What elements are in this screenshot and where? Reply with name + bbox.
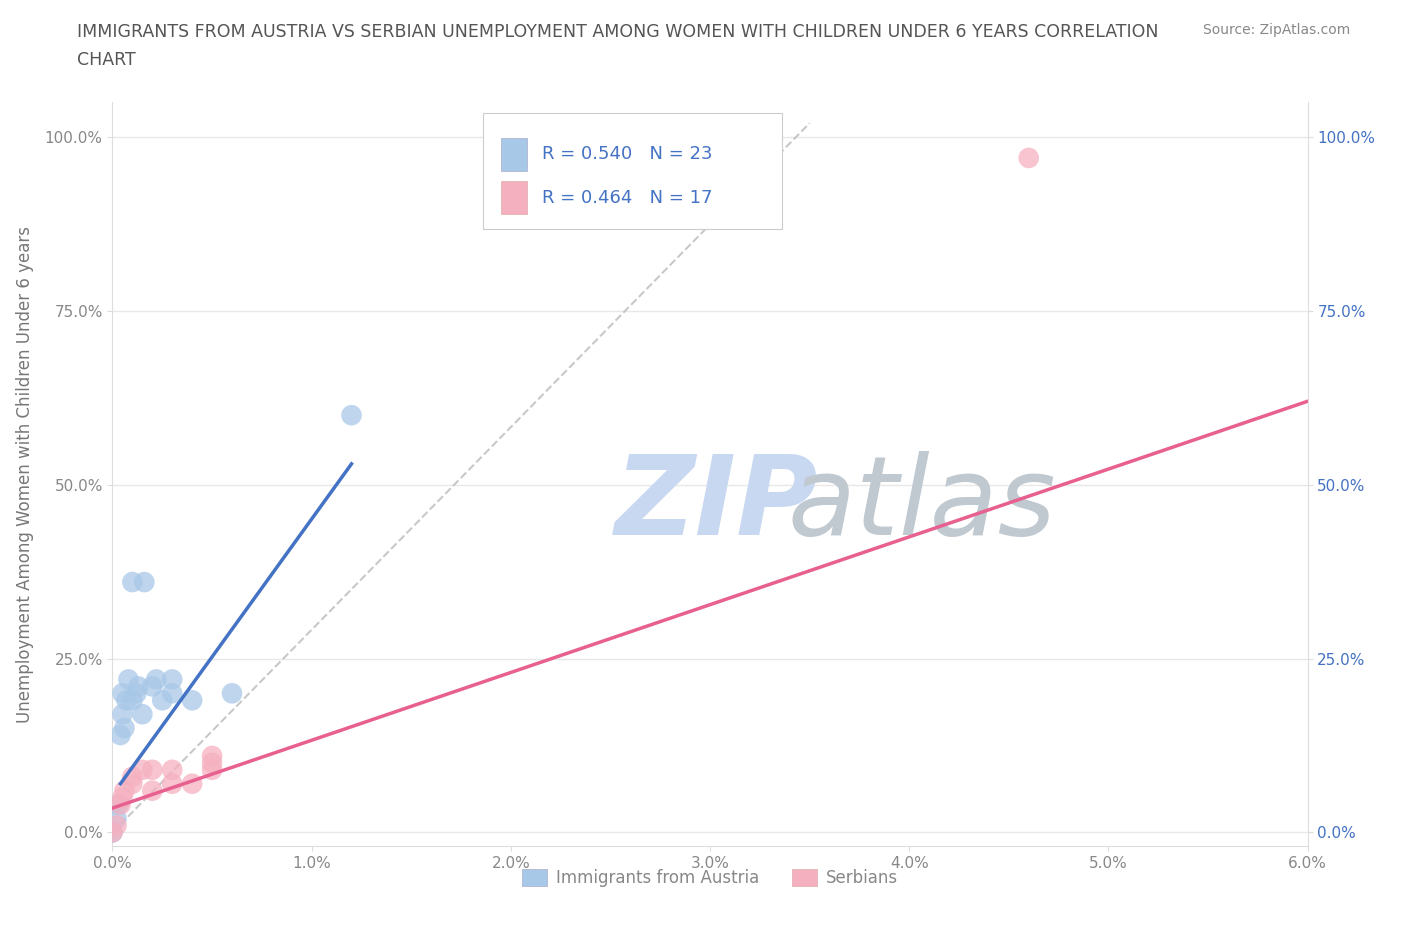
Text: R = 0.540   N = 23: R = 0.540 N = 23	[541, 145, 711, 164]
Text: IMMIGRANTS FROM AUSTRIA VS SERBIAN UNEMPLOYMENT AMONG WOMEN WITH CHILDREN UNDER : IMMIGRANTS FROM AUSTRIA VS SERBIAN UNEMP…	[77, 23, 1159, 41]
Point	[110, 797, 132, 812]
Point	[101, 825, 124, 840]
Point	[181, 777, 204, 791]
FancyBboxPatch shape	[484, 113, 782, 229]
Point	[121, 777, 143, 791]
Point	[162, 672, 183, 687]
Point	[201, 763, 224, 777]
Point	[115, 693, 138, 708]
Point	[125, 686, 148, 701]
Point	[145, 672, 167, 687]
Point	[131, 763, 153, 777]
Point	[340, 407, 363, 422]
Point	[121, 693, 143, 708]
Point	[121, 769, 143, 784]
Point	[141, 679, 163, 694]
Point	[131, 707, 153, 722]
Point	[114, 721, 135, 736]
Point	[162, 686, 183, 701]
Point	[105, 818, 128, 833]
Text: ZIP: ZIP	[614, 450, 818, 558]
Point	[134, 575, 156, 590]
Point	[101, 825, 124, 840]
FancyBboxPatch shape	[501, 138, 527, 171]
Point	[201, 755, 224, 770]
Point	[121, 575, 143, 590]
Point	[111, 707, 134, 722]
Point	[111, 686, 134, 701]
Point	[105, 811, 128, 826]
Point	[107, 797, 129, 812]
Point	[114, 783, 135, 798]
Point	[111, 790, 134, 805]
Point	[141, 783, 163, 798]
Point	[221, 686, 243, 701]
Legend: Immigrants from Austria, Serbians: Immigrants from Austria, Serbians	[516, 862, 904, 894]
Text: R = 0.464   N = 17: R = 0.464 N = 17	[541, 189, 711, 206]
Point	[127, 679, 149, 694]
Text: Source: ZipAtlas.com: Source: ZipAtlas.com	[1202, 23, 1350, 37]
Text: atlas: atlas	[787, 450, 1056, 558]
Text: CHART: CHART	[77, 51, 136, 69]
Point	[162, 777, 183, 791]
Point	[110, 727, 132, 742]
Point	[117, 672, 139, 687]
Y-axis label: Unemployment Among Women with Children Under 6 years: Unemployment Among Women with Children U…	[15, 226, 34, 723]
FancyBboxPatch shape	[501, 180, 527, 214]
Point	[162, 763, 183, 777]
Point	[150, 693, 173, 708]
Point	[201, 749, 224, 764]
Point	[1018, 151, 1040, 166]
Point	[181, 693, 204, 708]
Point	[141, 763, 163, 777]
